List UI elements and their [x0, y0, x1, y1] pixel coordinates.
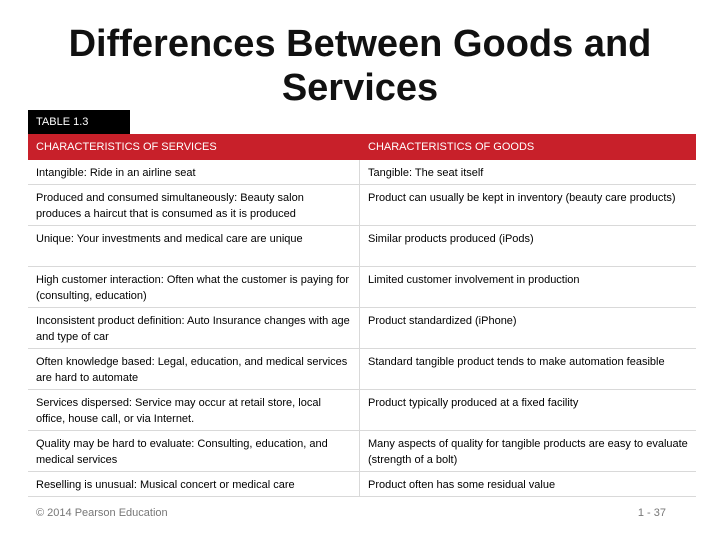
services-cell: Services dispersed: Service may occur at… [28, 390, 360, 430]
table-row: High customer interaction: Often what th… [28, 267, 696, 308]
services-cell: Intangible: Ride in an airline seat [28, 160, 360, 184]
goods-cell: Similar products produced (iPods) [368, 233, 534, 245]
page-number: 1 - 37 [637, 507, 666, 519]
table-row: Reselling is unusual: Musical concert or… [28, 472, 696, 497]
services-cell: Reselling is unusual: Musical concert or… [28, 472, 360, 496]
table-row: Produced and consumed simultaneously: Be… [28, 185, 696, 226]
services-cell: Unique: Your investments and medical car… [28, 226, 360, 266]
goods-cell: Product often has some residual value [368, 479, 556, 491]
table-row: Quality may be hard to evaluate: Consult… [28, 431, 696, 472]
goods-cell: Standard tangible product tends to make … [368, 356, 665, 368]
copyright-footer: © 2014 Pearson Education [36, 507, 168, 519]
services-cell: Produced and consumed simultaneously: Be… [28, 185, 360, 225]
goods-cell: Product can usually be kept in inventory… [368, 192, 676, 204]
header-goods: CHARACTERISTICS OF GOODS [368, 141, 535, 153]
services-cell: Often knowledge based: Legal, education,… [28, 349, 360, 389]
goods-cell: Product typically produced at a fixed fa… [368, 397, 579, 409]
table-tag: TABLE 1.3 [28, 110, 130, 134]
table-row: Often knowledge based: Legal, education,… [28, 349, 696, 390]
table-row: Unique: Your investments and medical car… [28, 226, 696, 267]
services-cell: High customer interaction: Often what th… [28, 267, 360, 307]
slide-title: Differences Between Goods and Services [68, 23, 652, 109]
table-row: Intangible: Ride in an airline seat Tang… [28, 160, 696, 185]
table-header-row: CHARACTERISTICS OF SERVICES CHARACTERIST… [28, 134, 696, 160]
goods-cell: Limited customer involvement in producti… [368, 274, 580, 286]
comparison-table: Intangible: Ride in an airline seat Tang… [28, 160, 696, 497]
services-cell: Inconsistent product definition: Auto In… [28, 308, 360, 348]
table-row: Inconsistent product definition: Auto In… [28, 308, 696, 349]
goods-cell: Many aspects of quality for tangible pro… [368, 438, 688, 466]
goods-cell: Tangible: The seat itself [368, 167, 484, 179]
table-row: Services dispersed: Service may occur at… [28, 390, 696, 431]
goods-cell: Product standardized (iPhone) [368, 315, 517, 327]
header-services: CHARACTERISTICS OF SERVICES [36, 141, 217, 153]
services-cell: Quality may be hard to evaluate: Consult… [28, 431, 360, 471]
